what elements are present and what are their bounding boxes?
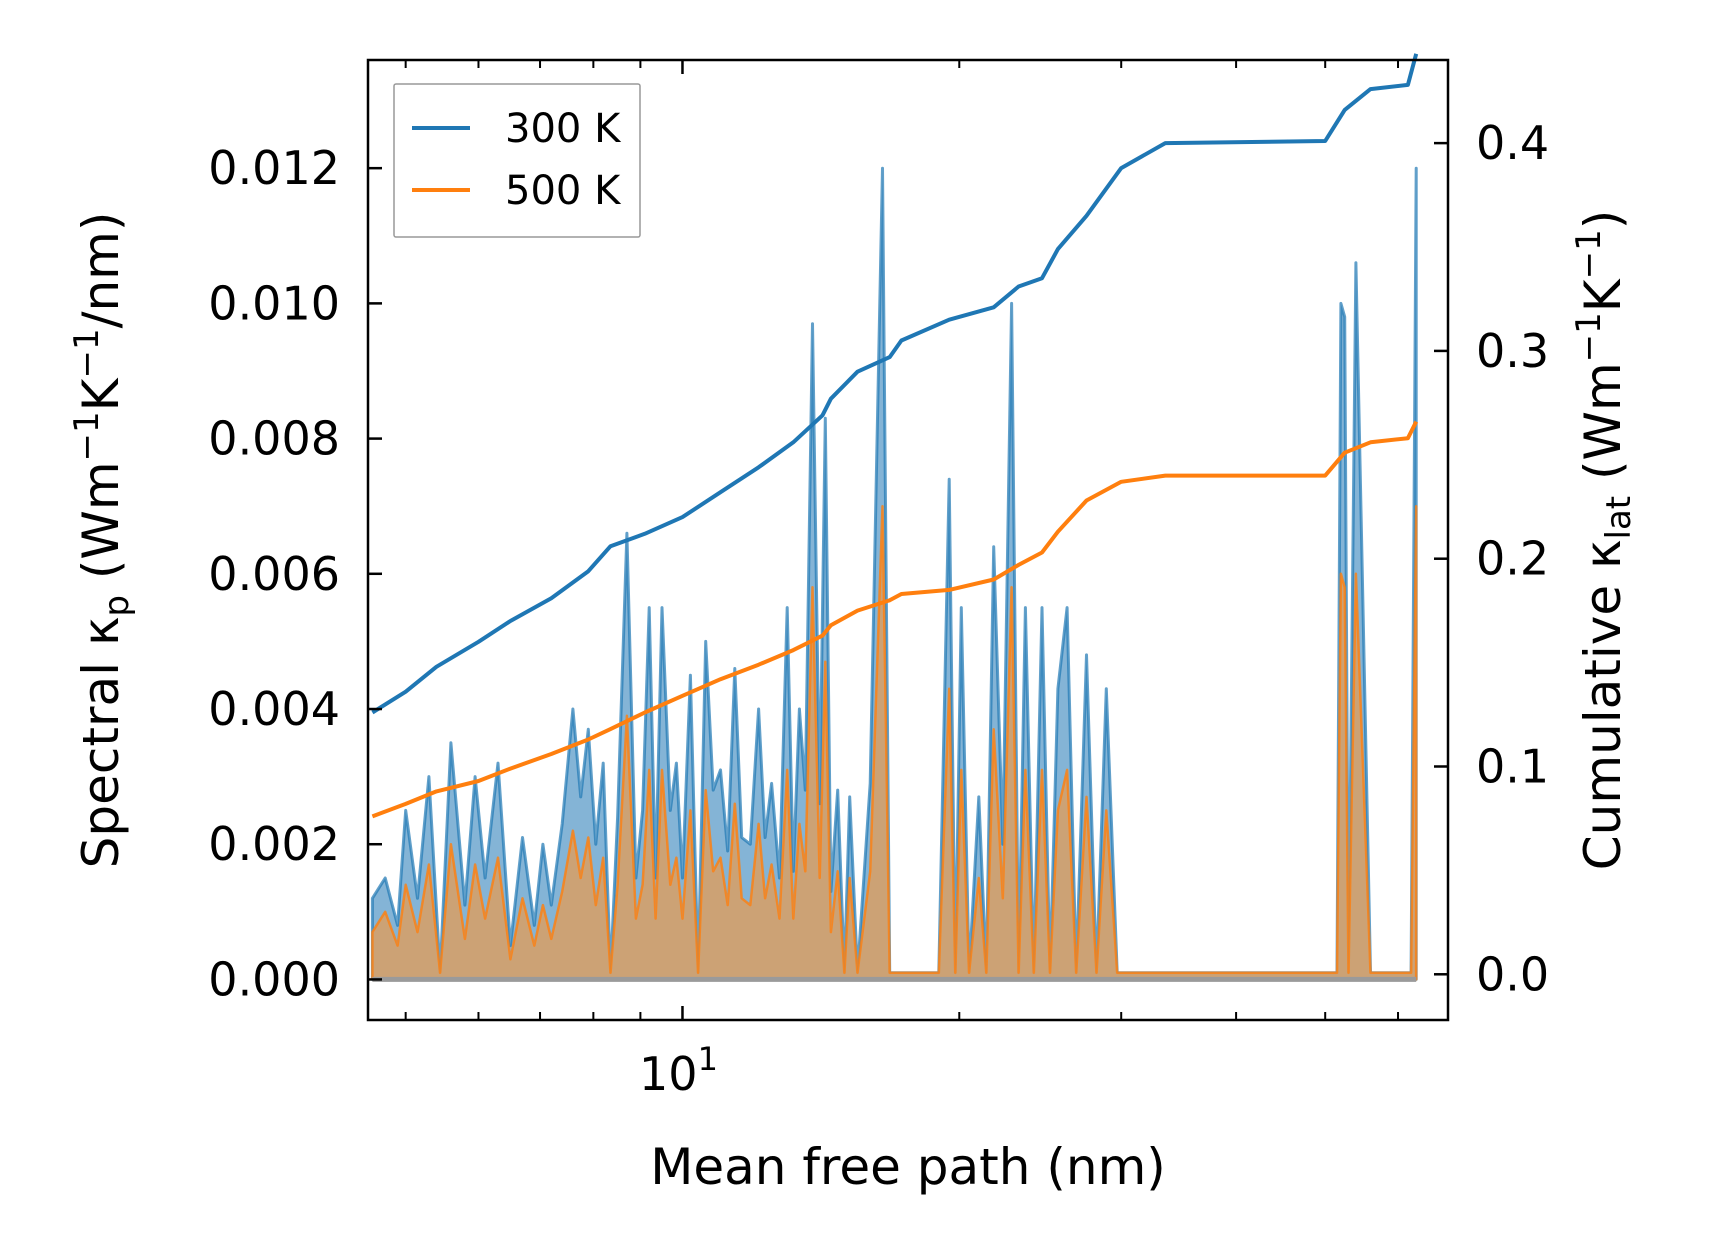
left-y-tick-label: 0.000 bbox=[208, 952, 340, 1006]
left-y-axis: 0.000 0.002 0.004 0.006 0.008 0.010 0.012 bbox=[208, 141, 382, 1006]
legend-label-500k: 500 K bbox=[505, 168, 622, 214]
legend-label-300k: 300 K bbox=[505, 106, 622, 152]
legend: 300 K 500 K bbox=[393, 83, 641, 238]
right-y-tick-label: 0.1 bbox=[1476, 739, 1549, 793]
left-y-tick-label: 0.004 bbox=[208, 682, 340, 736]
right-y-tick-label: 0.0 bbox=[1476, 947, 1549, 1001]
x-axis: 101 bbox=[404, 60, 1400, 1101]
left-y-tick-label: 0.002 bbox=[208, 817, 340, 871]
right-y-tick-label: 0.4 bbox=[1476, 116, 1549, 170]
left-y-tick-label: 0.008 bbox=[208, 412, 340, 466]
cumulative-line-500k bbox=[371, 420, 1418, 819]
right-y-axis-label: Cumulative κlat (Wm−1K−1) bbox=[1569, 210, 1639, 870]
x-axis-label: Mean free path (nm) bbox=[650, 1138, 1166, 1196]
left-y-axis-label: Spectral κp (Wm−1K−1/nm) bbox=[67, 212, 137, 869]
cumulative-line-300k bbox=[371, 53, 1419, 715]
right-y-tick-label: 0.2 bbox=[1476, 532, 1549, 586]
right-y-axis: 0.0 0.1 0.2 0.3 0.4 bbox=[1434, 116, 1549, 1001]
right-y-tick-label: 0.3 bbox=[1476, 324, 1549, 378]
legend-box bbox=[393, 83, 641, 238]
spectral-area-500k bbox=[371, 504, 1418, 981]
left-y-tick-label: 0.010 bbox=[208, 276, 340, 330]
x-tick-label: 101 bbox=[639, 1040, 718, 1101]
left-y-tick-label: 0.006 bbox=[208, 547, 340, 601]
cumulative-lines bbox=[371, 53, 1419, 819]
spectral-fills bbox=[370, 166, 1418, 982]
left-y-tick-label: 0.012 bbox=[208, 141, 340, 195]
axes-frame bbox=[366, 58, 1450, 1022]
